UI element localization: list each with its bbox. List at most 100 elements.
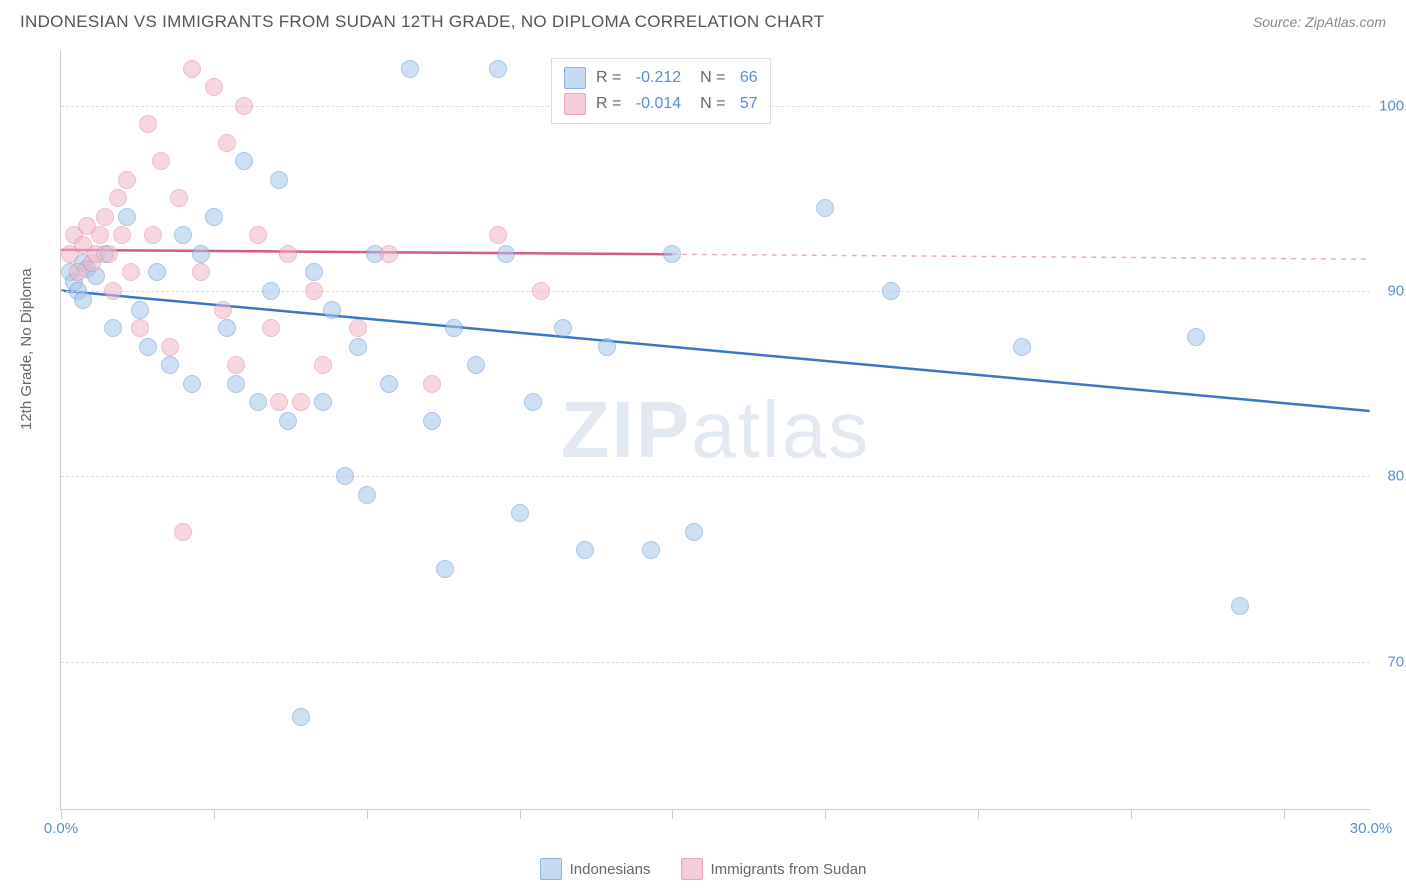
data-point [139,115,157,133]
data-point [214,301,232,319]
data-point [152,152,170,170]
x-tick-label: 0.0% [44,820,78,837]
series-legend: Indonesians Immigrants from Sudan [0,858,1406,880]
data-point [554,319,572,337]
legend-r-value: -0.212 [636,69,681,87]
legend-r-label: R = [596,95,626,113]
source-attribution: Source: ZipAtlas.com [1253,14,1386,30]
chart-header: INDONESIAN VS IMMIGRANTS FROM SUDAN 12TH… [0,0,1406,40]
x-tick [1284,809,1285,819]
data-point [349,338,367,356]
data-point [227,356,245,374]
data-point [218,134,236,152]
data-point [576,541,594,559]
data-point [598,338,616,356]
data-point [91,226,109,244]
x-tick [978,809,979,819]
data-point [192,245,210,263]
data-point [170,189,188,207]
data-point [174,226,192,244]
data-point [205,78,223,96]
data-point [336,467,354,485]
legend-r-label: R = [596,69,626,87]
data-point [349,319,367,337]
data-point [249,226,267,244]
data-point [642,541,660,559]
y-axis-label: 12th Grade, No Diploma [18,268,35,430]
data-point [161,338,179,356]
data-point [489,226,507,244]
y-tick-label: 80.0% [1387,468,1406,485]
data-point [174,523,192,541]
data-point [497,245,515,263]
data-point [235,97,253,115]
data-point [192,263,210,281]
gridline-horizontal [61,291,1370,292]
data-point [1013,338,1031,356]
data-point [532,282,550,300]
legend-swatch [564,93,586,115]
scatter-chart: ZIPatlas R = -0.212 N = 66R = -0.014 N =… [60,50,1370,810]
data-point [314,393,332,411]
data-point [467,356,485,374]
legend-item: Immigrants from Sudan [681,858,867,880]
x-tick [520,809,521,819]
legend-swatch [540,858,562,880]
data-point [104,319,122,337]
legend-n-label: N = [691,95,730,113]
data-point [380,375,398,393]
legend-n-label: N = [691,69,730,87]
legend-label: Immigrants from Sudan [711,861,867,878]
data-point [358,486,376,504]
legend-swatch [681,858,703,880]
data-point [144,226,162,244]
data-point [270,171,288,189]
data-point [118,171,136,189]
x-tick [214,809,215,819]
data-point [305,282,323,300]
legend-swatch [564,67,586,89]
x-tick [825,809,826,819]
data-point [262,319,280,337]
x-tick-label: 30.0% [1350,820,1393,837]
data-point [489,60,507,78]
data-point [292,393,310,411]
y-tick-label: 90.0% [1387,282,1406,299]
data-point [685,523,703,541]
legend-n-value: 57 [740,95,758,113]
data-point [262,282,280,300]
data-point [161,356,179,374]
data-point [423,412,441,430]
data-point [423,375,441,393]
chart-title: INDONESIAN VS IMMIGRANTS FROM SUDAN 12TH… [20,12,824,32]
data-point [1187,328,1205,346]
data-point [816,199,834,217]
data-point [380,245,398,263]
data-point [74,291,92,309]
data-point [122,263,140,281]
correlation-legend: R = -0.212 N = 66R = -0.014 N = 57 [551,58,771,124]
data-point [104,282,122,300]
data-point [148,263,166,281]
gridline-horizontal [61,476,1370,477]
data-point [1231,597,1249,615]
data-point [524,393,542,411]
data-point [401,60,419,78]
data-point [663,245,681,263]
x-tick [61,809,62,819]
legend-item: Indonesians [540,858,651,880]
data-point [118,208,136,226]
data-point [314,356,332,374]
data-point [139,338,157,356]
data-point [183,375,201,393]
data-point [292,708,310,726]
data-point [100,245,118,263]
data-point [305,263,323,281]
data-point [183,60,201,78]
data-point [96,208,114,226]
data-point [882,282,900,300]
x-tick [367,809,368,819]
y-tick-label: 100.0% [1379,97,1406,114]
watermark: ZIPatlas [561,384,870,476]
data-point [511,504,529,522]
